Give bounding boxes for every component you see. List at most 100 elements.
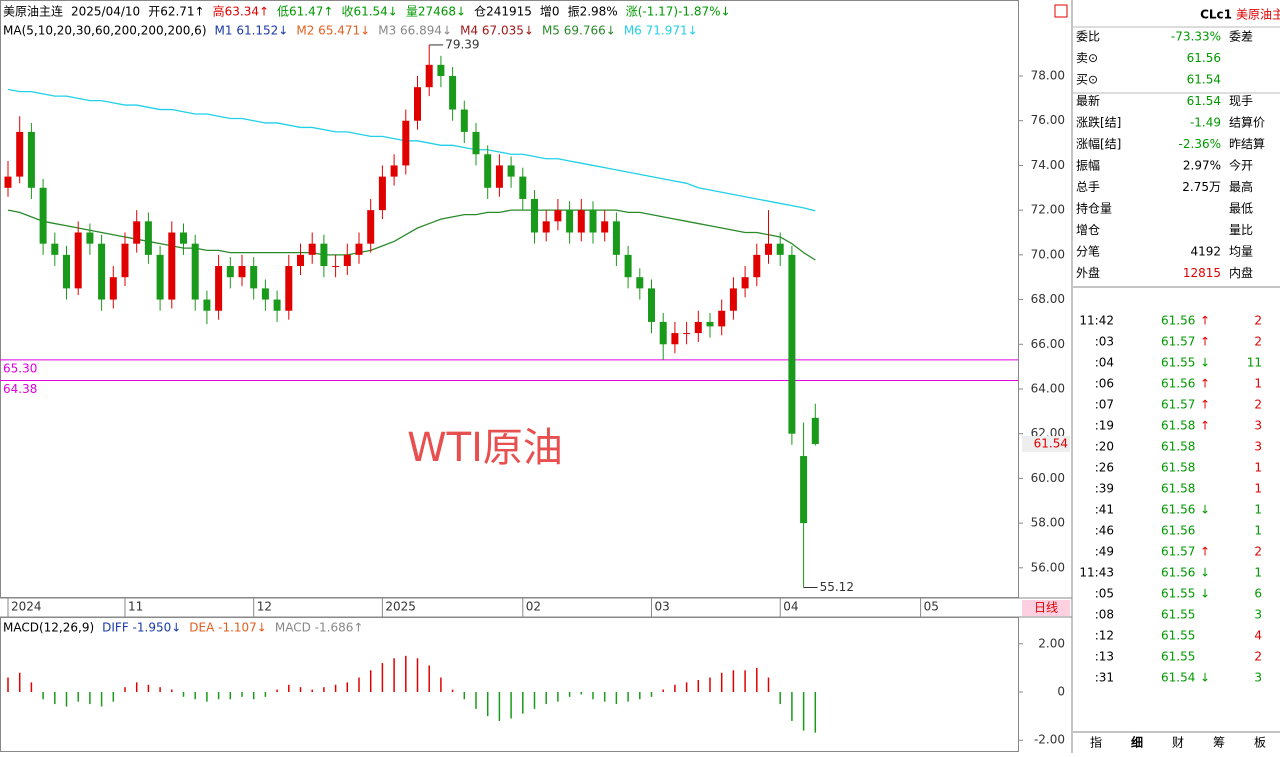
menu-icon[interactable]	[1054, 4, 1068, 18]
candle-body	[273, 299, 281, 311]
trade-vol: 1	[1254, 524, 1262, 538]
trade-vol: 11	[1247, 356, 1262, 370]
header-item: 美原油主连	[3, 4, 63, 19]
trade-price: 61.58	[1161, 419, 1195, 433]
trade-dir: ↓	[1200, 587, 1210, 601]
header-item: MA(5,10,20,30,60,200,200,200,6)	[3, 24, 207, 38]
trade-time: 11:42	[1079, 314, 1114, 328]
tab[interactable]: 指	[1090, 735, 1102, 750]
x-tick-label: 2025	[385, 600, 416, 614]
candle-body	[484, 154, 492, 188]
header-item: DEA -1.107↓	[189, 621, 267, 635]
candle-body	[109, 277, 117, 300]
trade-time: :08	[1095, 608, 1114, 622]
candle-body	[425, 64, 433, 88]
candle-body	[566, 210, 574, 233]
candle-body	[519, 176, 527, 199]
trade-price: 61.55	[1161, 587, 1195, 601]
x-tick-label: 02	[526, 600, 541, 614]
candle-body	[203, 299, 211, 311]
trade-price: 61.56	[1161, 314, 1195, 328]
candle-body	[51, 243, 59, 255]
candle-body	[378, 176, 386, 211]
trade-vol: 3	[1254, 440, 1262, 454]
tab[interactable]: 细	[1131, 735, 1143, 750]
extreme-label: 55.12	[820, 580, 854, 594]
tab[interactable]: 财	[1172, 736, 1184, 750]
main-frame	[0, 0, 1019, 598]
candle-body	[402, 120, 410, 166]
candle-body	[811, 417, 819, 444]
y-tick-label: 0	[1057, 685, 1065, 699]
trade-price: 61.55	[1161, 608, 1195, 622]
trade-time: :06	[1095, 377, 1114, 391]
quote-value: 12815	[1183, 266, 1221, 280]
quote-value: 4192	[1190, 245, 1221, 259]
quote-label2: 结算价	[1229, 115, 1265, 130]
candle-body	[449, 76, 457, 110]
quote-label2: 现手	[1229, 94, 1253, 108]
trade-dir: ↑	[1200, 419, 1210, 433]
candle-body	[495, 165, 503, 188]
header-item: 2025/04/10	[71, 5, 140, 19]
candle-body	[776, 243, 784, 255]
candle-body	[191, 243, 199, 300]
candle-body	[741, 277, 749, 289]
y-tick-label: 66.00	[1031, 337, 1065, 351]
trade-vol: 2	[1254, 650, 1262, 664]
quote-label2: 最低	[1229, 202, 1253, 216]
quote-value: 61.54	[1187, 94, 1221, 108]
quote-value: 2.97%	[1183, 159, 1221, 173]
candle-body	[343, 254, 351, 267]
trade-price: 61.57	[1161, 398, 1195, 412]
trade-vol: 3	[1254, 671, 1262, 685]
header-item: 低61.47↑	[277, 5, 333, 19]
candle-body	[636, 277, 644, 289]
trade-price: 61.57	[1161, 335, 1195, 349]
trade-price: 61.56	[1161, 377, 1195, 391]
candle-body	[332, 266, 340, 268]
header-item: 收61.54↓	[341, 5, 397, 19]
candle-body	[601, 221, 609, 233]
candle-body	[215, 266, 223, 311]
trade-price: 61.56	[1161, 503, 1195, 517]
quote-label: 买⊙	[1076, 73, 1098, 87]
candle-body	[683, 333, 691, 335]
candle-body	[297, 254, 304, 267]
quote-value: 2.75万	[1182, 180, 1221, 194]
candle-body	[238, 266, 246, 278]
trade-time: 11:43	[1079, 566, 1114, 580]
trade-time: :07	[1095, 398, 1114, 412]
period-tab[interactable]: 日线	[1034, 601, 1058, 615]
trade-price: 61.58	[1161, 482, 1195, 496]
candle-body	[472, 131, 480, 155]
header-item: M3 66.894↓	[378, 24, 452, 38]
y-tick-label: 2.00	[1038, 636, 1065, 650]
extreme-label: 79.39	[445, 37, 479, 51]
candle-body	[16, 131, 24, 177]
candle-body	[261, 288, 269, 300]
symbol: CLc1	[1200, 8, 1232, 22]
ma-line	[7, 209, 816, 261]
trade-time: :39	[1095, 482, 1114, 496]
candle-body	[414, 87, 421, 121]
trade-vol: 1	[1254, 566, 1262, 580]
trade-vol: 6	[1254, 587, 1262, 601]
period-tab-bg[interactable]	[1022, 600, 1070, 616]
trade-time: :26	[1095, 461, 1114, 475]
candle-body	[74, 232, 82, 289]
candle-body	[168, 232, 176, 300]
quote-label: 涨跌[结]	[1076, 115, 1121, 130]
quote-value: -2.36%	[1179, 137, 1221, 151]
h-line-label: 65.30	[3, 361, 37, 375]
y-tick-label: 68.00	[1031, 292, 1065, 306]
last-price-bg	[1022, 435, 1070, 452]
quote-value: 61.54	[1187, 73, 1221, 87]
tab[interactable]: 筹	[1213, 736, 1225, 750]
trade-dir: ↑	[1200, 377, 1210, 391]
candle-body	[460, 109, 468, 132]
quote-label: 总手	[1076, 180, 1100, 194]
candle-body	[577, 210, 585, 233]
tab[interactable]: 板	[1254, 736, 1266, 750]
trade-dir: ↑	[1200, 398, 1210, 412]
